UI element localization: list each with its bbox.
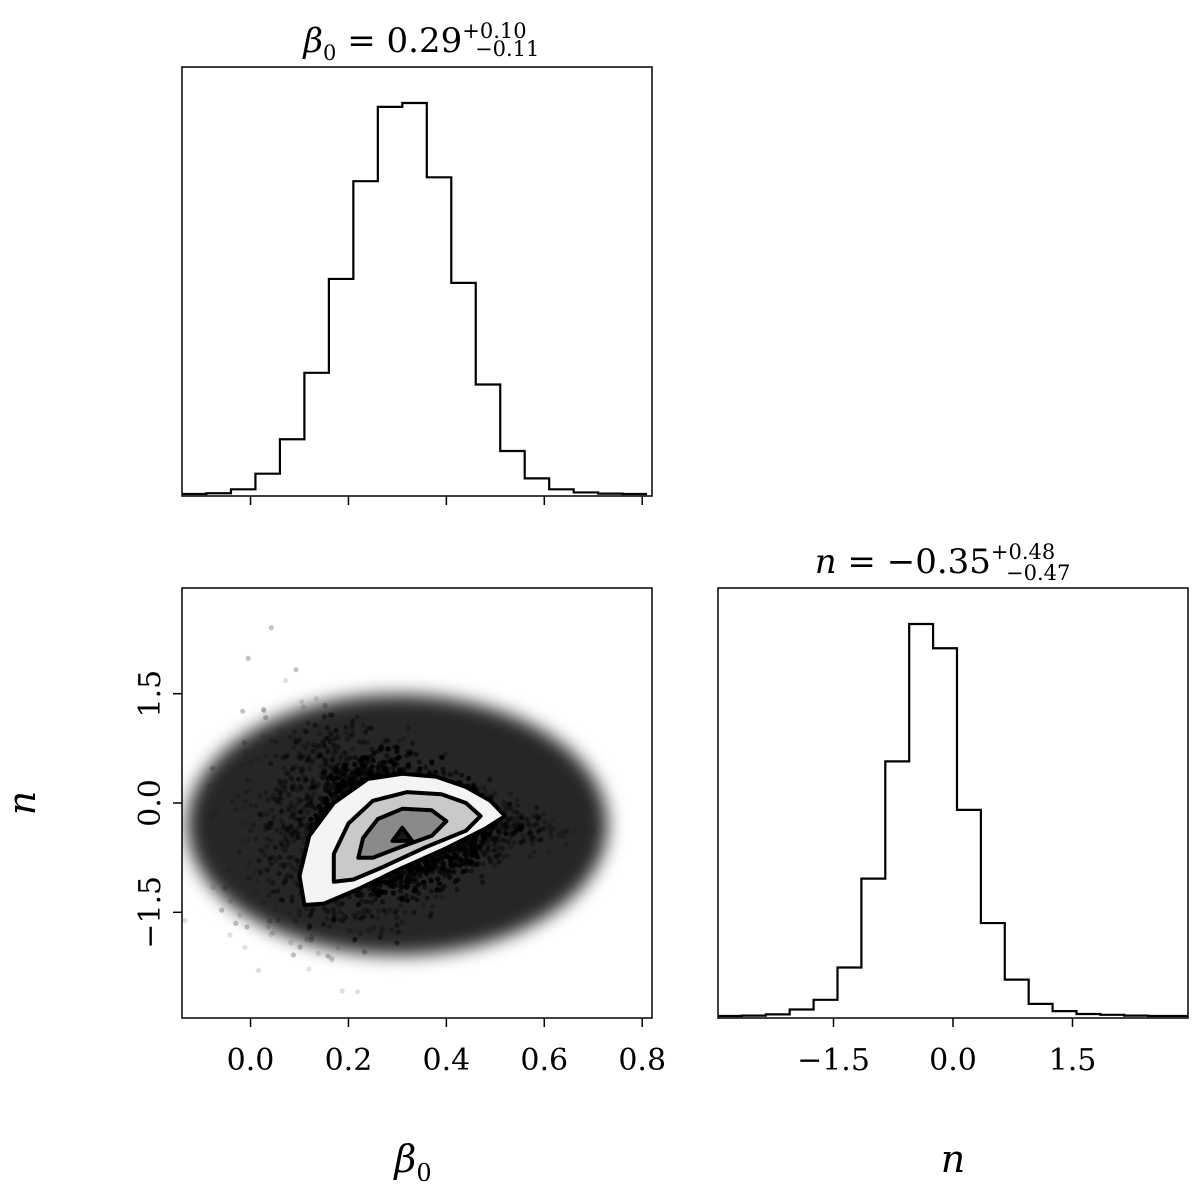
scatter-point — [245, 655, 251, 662]
scatter-point — [315, 950, 322, 957]
scatter-point — [313, 696, 319, 702]
scatter-point — [339, 988, 345, 994]
beta0-histogram-title: β0 = 0.29+0.10 — [301, 19, 526, 65]
scatter-point — [300, 704, 306, 710]
scatter-point — [255, 967, 262, 974]
scatter-point — [268, 931, 274, 938]
scatter-point — [242, 944, 248, 950]
scatter-point — [306, 966, 312, 972]
scatter-point — [263, 715, 269, 721]
scatter-point — [293, 667, 299, 673]
beta0-histogram-steps — [182, 101, 648, 496]
scatter-point — [237, 912, 243, 918]
beta0-histogram-ticks — [249, 496, 643, 505]
scatter-point — [290, 952, 296, 958]
scatter-point — [240, 708, 246, 714]
scatter-point — [227, 932, 233, 938]
scatter-point — [329, 957, 335, 963]
beta0-histogram-title-lower: −0.11 — [475, 37, 539, 61]
scatter-point — [325, 953, 331, 959]
scatter-point — [219, 907, 225, 913]
scatter-point — [244, 924, 250, 930]
scatter-point — [233, 920, 239, 927]
scatter-point — [283, 678, 289, 684]
scatter-point — [263, 715, 269, 721]
scatter-point — [299, 698, 305, 705]
scatter-point — [240, 708, 246, 714]
scatter-point — [270, 930, 276, 936]
scatter-point — [329, 955, 335, 961]
scatter-point — [244, 924, 250, 930]
scatter-point — [261, 706, 267, 713]
scatter-point — [297, 944, 303, 950]
beta0-n-joint-panel: 0.0 0.2 0.4 0.6 0.8 −1.50.01.5 β0 n — [0, 587, 666, 1187]
scatter-point — [288, 940, 294, 946]
beta0-histogram-frame — [181, 66, 653, 497]
beta0-histogram-panel: β0 = 0.29+0.10 −0.11 — [181, 19, 653, 505]
scatter-point — [290, 952, 296, 958]
scatter-point — [219, 907, 225, 913]
scatter-point — [297, 944, 303, 950]
scatter-point — [268, 625, 274, 631]
scatter-point — [261, 708, 267, 714]
scatter-point — [325, 953, 331, 959]
scatter-point — [233, 920, 239, 927]
scatter-point — [182, 918, 188, 924]
scatter-point — [354, 989, 360, 995]
scatter-point — [268, 625, 274, 631]
scatter-point — [261, 706, 267, 713]
